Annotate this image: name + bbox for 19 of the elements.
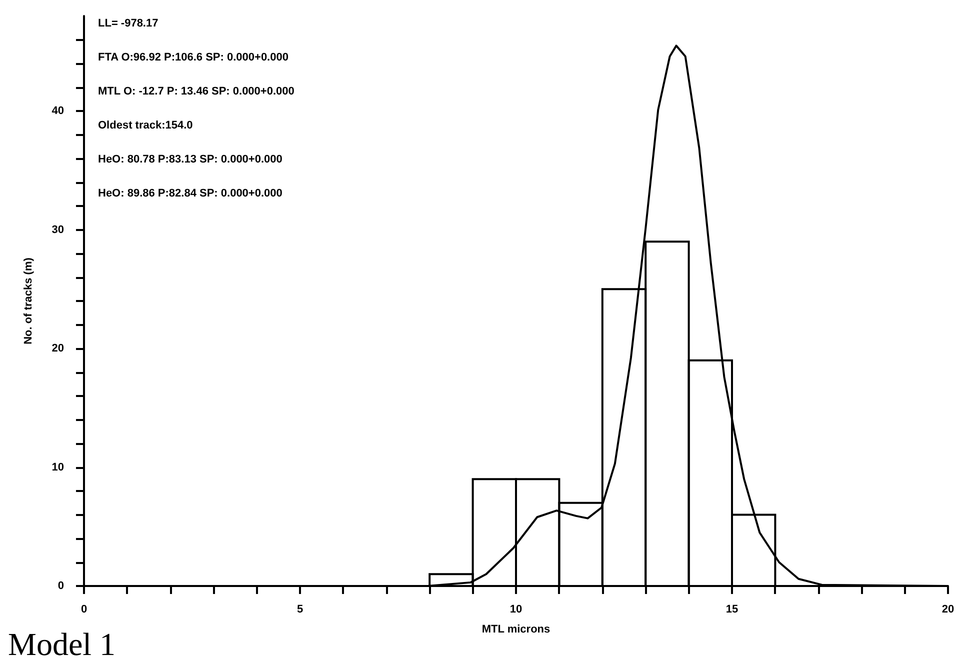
y-tick-label: 30 [52,224,64,236]
x-tick-label: 15 [726,604,738,616]
y-tick-label: 40 [52,105,64,117]
x-axis-title: MTL microns [482,624,550,636]
annotation: FTA O:96.92 P:106.6 SP: 0.000+0.000 [98,52,288,64]
y-tick-label: 0 [58,580,64,592]
annotation: MTL O: -12.7 P: 13.46 SP: 0.000+0.000 [98,86,294,98]
y-axis-title: No. of tracks (m) [22,257,34,344]
annotation: Oldest track:154.0 [98,120,193,132]
y-tick-label: 10 [52,461,64,474]
x-tick-label: 0 [80,604,88,616]
x-tick-label: 5 [296,604,304,616]
text: Model 1 [8,626,116,662]
annotation: HeO: 89.86 P:82.84 SP: 0.000+0.000 [98,188,282,200]
x-tick-label: 20 [942,604,954,616]
y-tick-label: 20 [52,342,64,354]
annotation: LL= -978.17 [98,18,158,30]
x-tick-label: 10 [510,604,522,616]
annotation: HeO: 80.78 P:83.13 SP: 0.000+0.000 [98,154,282,166]
